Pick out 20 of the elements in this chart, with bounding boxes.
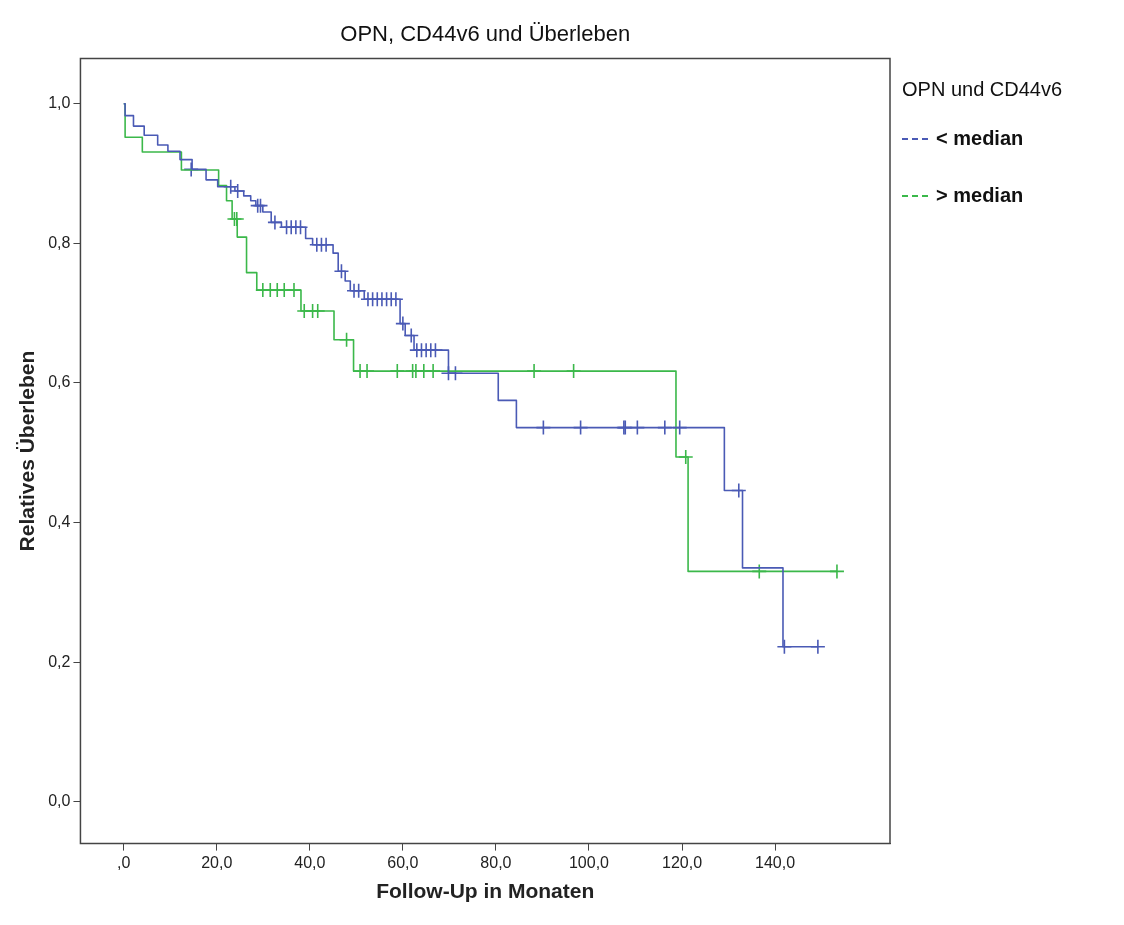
x-tick-label: 140,0: [755, 853, 796, 871]
y-tick-label: 0,2: [48, 652, 71, 670]
y-tick-label: 0,4: [48, 512, 71, 530]
x-tick-label: 80,0: [480, 853, 512, 871]
legend-label: > median: [936, 184, 1024, 207]
x-tick-label: 120,0: [662, 853, 703, 871]
y-tick-label: 0,8: [48, 233, 71, 251]
y-tick-label: 0,6: [48, 373, 71, 391]
chart-title: OPN, CD44v6 und Überleben: [340, 21, 631, 47]
x-tick-label: 60,0: [387, 853, 419, 871]
x-tick-label: 40,0: [294, 853, 326, 871]
x-tick-label: ,0: [117, 853, 131, 871]
x-tick-label: 100,0: [568, 853, 610, 871]
legend-label: < median: [936, 127, 1024, 150]
y-tick-label: 1,0: [48, 94, 71, 112]
x-axis-title: Follow-Up in Monaten: [376, 879, 595, 903]
legend-title: OPN und CD44v6: [902, 78, 1064, 101]
y-axis-title: Relatives Überleben: [15, 350, 39, 552]
y-tick-label: 0,0: [48, 792, 71, 810]
x-tick-label: 20,0: [201, 853, 233, 871]
